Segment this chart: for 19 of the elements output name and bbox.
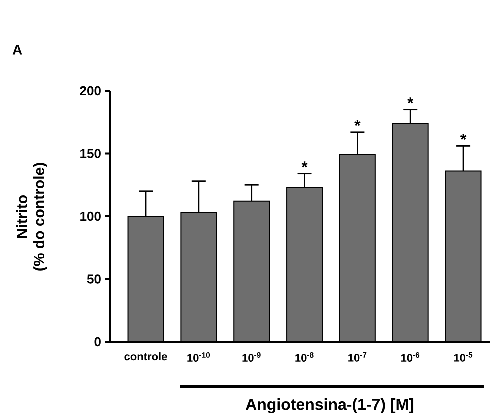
x-tick-label: 10$^{-6}$ — [402, 352, 420, 362]
x-tick-label: 10$^{-5}$ — [454, 352, 473, 362]
x-tick-label: controle — [124, 352, 168, 361]
x-axis-title: Angiotensina-(1-7) [M] — [246, 398, 414, 414]
y-tick-label: 0 — [94, 337, 101, 347]
y-tick-label: 150 — [80, 149, 101, 158]
data-label: * — [460, 134, 467, 140]
y-tick-label: 100 — [80, 212, 101, 222]
x-tick-label: 10$^{-10}$ — [188, 352, 210, 362]
x-tick-label: 10$^{-8}$ — [296, 352, 314, 362]
x-tick-label: 10$^{-7}$ — [348, 352, 367, 362]
data-label: * — [302, 162, 308, 168]
data-label: * — [354, 120, 361, 126]
data-label: * — [408, 98, 414, 104]
x-tick-label: 10$^{-9}$ — [242, 352, 261, 362]
y-tick-label: 200 — [80, 86, 101, 96]
y-tick-label: 50 — [87, 274, 101, 284]
y-axis-title: Nitrito (% do controle) — [16, 163, 48, 271]
chart-title: A — [12, 45, 22, 55]
